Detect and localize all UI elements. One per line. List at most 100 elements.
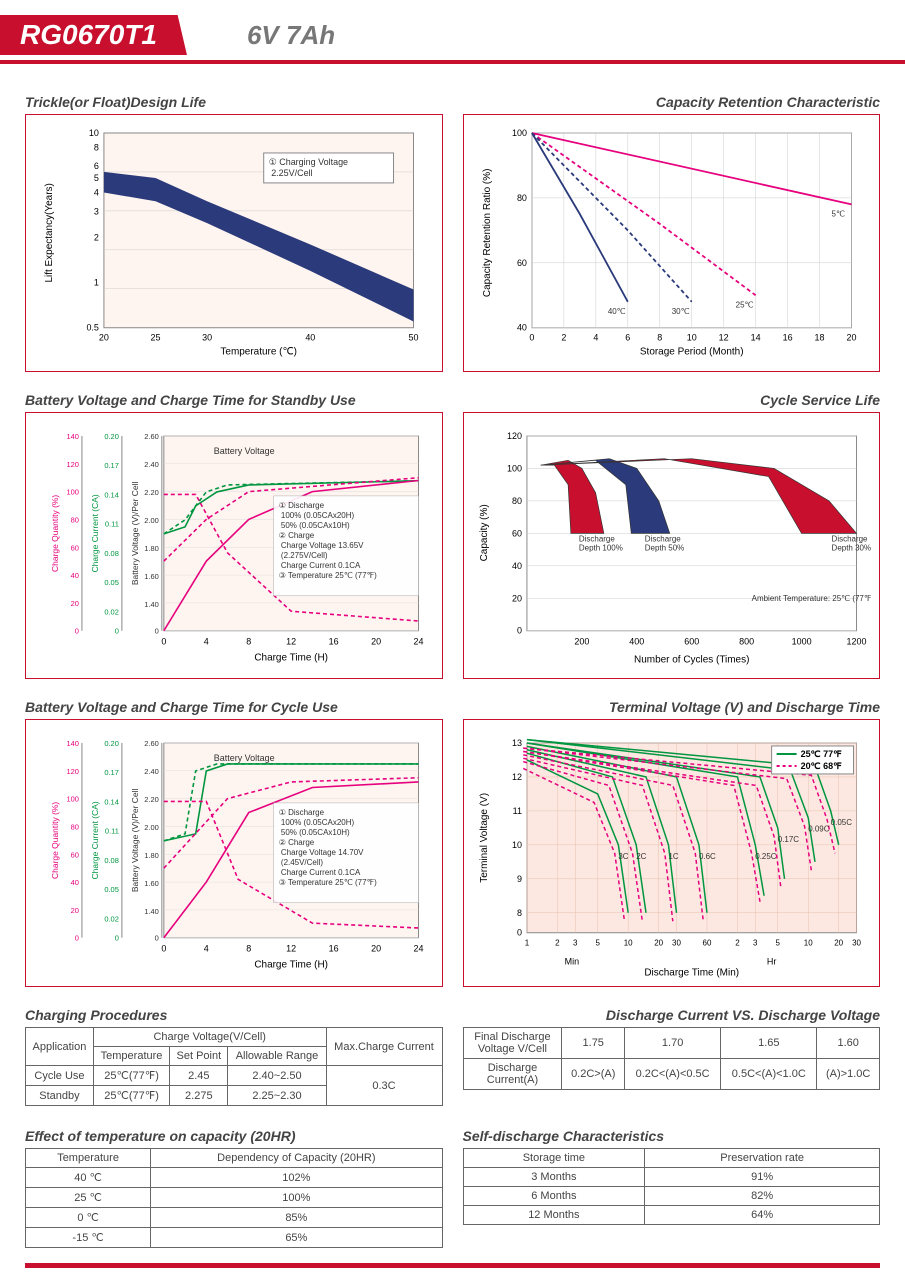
svg-text:2.60: 2.60 bbox=[144, 739, 159, 748]
terminal-section: Terminal Voltage (V) and Discharge Time … bbox=[463, 689, 881, 987]
svg-text:24: 24 bbox=[414, 636, 424, 646]
svg-text:11: 11 bbox=[512, 806, 521, 816]
svg-text:Charge Time (H): Charge Time (H) bbox=[254, 960, 328, 971]
svg-text:Terminal Voltage (V): Terminal Voltage (V) bbox=[478, 793, 489, 883]
svg-text:20: 20 bbox=[846, 333, 856, 343]
svg-text:6: 6 bbox=[94, 161, 99, 171]
svg-text:0: 0 bbox=[161, 636, 166, 646]
svg-text:Ambient Temperature: 25℃ (77℉): Ambient Temperature: 25℃ (77℉) bbox=[751, 593, 871, 602]
cyclelife-section: Cycle Service Life DischargeDepth 100%Di… bbox=[463, 382, 881, 680]
svg-text:3: 3 bbox=[753, 939, 758, 948]
svg-text:100: 100 bbox=[66, 487, 78, 496]
trickle-section: Trickle(or Float)Design Life ① Charging … bbox=[25, 84, 443, 372]
svg-text:5℃: 5℃ bbox=[831, 209, 844, 218]
tempcap-title: Effect of temperature on capacity (20HR) bbox=[25, 1128, 443, 1144]
svg-text:8: 8 bbox=[94, 142, 99, 152]
svg-text:4: 4 bbox=[204, 944, 209, 954]
svg-text:25℃ 77℉: 25℃ 77℉ bbox=[800, 749, 842, 759]
svg-text:140: 140 bbox=[66, 432, 78, 441]
svg-text:30: 30 bbox=[202, 333, 212, 343]
standby-title: Battery Voltage and Charge Time for Stan… bbox=[25, 392, 443, 408]
retention-title: Capacity Retention Characteristic bbox=[463, 94, 881, 110]
svg-text:30℃: 30℃ bbox=[671, 307, 689, 316]
svg-text:0.11: 0.11 bbox=[105, 827, 119, 836]
svg-text:18: 18 bbox=[814, 333, 824, 343]
svg-text:20: 20 bbox=[371, 636, 381, 646]
svg-text:10: 10 bbox=[623, 939, 632, 948]
svg-text:0: 0 bbox=[75, 934, 79, 943]
svg-text:Lift Expectancy(Years): Lift Expectancy(Years) bbox=[44, 183, 55, 282]
svg-text:40: 40 bbox=[71, 571, 79, 580]
svg-text:80: 80 bbox=[511, 496, 521, 506]
svg-text:20: 20 bbox=[99, 333, 109, 343]
svg-text:0: 0 bbox=[516, 625, 521, 635]
svg-text:4: 4 bbox=[94, 188, 99, 198]
svg-text:40: 40 bbox=[305, 333, 315, 343]
cyclelife-chart: DischargeDepth 100%DischargeDepth 50%Dis… bbox=[472, 421, 872, 671]
svg-text:25℃: 25℃ bbox=[735, 300, 753, 309]
svg-text:30: 30 bbox=[852, 939, 861, 948]
svg-text:Storage Period (Month): Storage Period (Month) bbox=[639, 347, 743, 358]
retention-chart: 5℃25℃30℃40℃ 406080100 02468101214161820 … bbox=[472, 123, 872, 363]
svg-text:3: 3 bbox=[94, 206, 99, 216]
svg-text:10: 10 bbox=[89, 128, 99, 138]
trickle-chart: ① Charging Voltage 2.25V/Cell 0.51234568… bbox=[34, 123, 434, 363]
svg-text:2.20: 2.20 bbox=[144, 795, 159, 804]
svg-text:0.05: 0.05 bbox=[104, 885, 119, 894]
svg-text:120: 120 bbox=[66, 767, 78, 776]
svg-text:Charge Quantity (%): Charge Quantity (%) bbox=[50, 802, 60, 879]
charging-section: Charging Procedures Application Charge V… bbox=[25, 997, 443, 1106]
svg-text:Charge Time (H): Charge Time (H) bbox=[254, 652, 328, 663]
svg-text:0.14: 0.14 bbox=[104, 798, 119, 807]
svg-text:4: 4 bbox=[204, 636, 209, 646]
header-underline bbox=[0, 60, 905, 64]
discharge-section: Discharge Current VS. Discharge Voltage … bbox=[463, 997, 881, 1106]
svg-text:1.60: 1.60 bbox=[144, 571, 159, 580]
rating: 6V 7Ah bbox=[247, 20, 335, 51]
svg-text:1.40: 1.40 bbox=[144, 907, 159, 916]
footer-bar bbox=[25, 1263, 880, 1268]
svg-text:30: 30 bbox=[672, 939, 681, 948]
svg-text:120: 120 bbox=[66, 459, 78, 468]
svg-text:1: 1 bbox=[524, 939, 529, 948]
svg-text:40: 40 bbox=[511, 561, 521, 571]
svg-text:60: 60 bbox=[511, 528, 521, 538]
svg-text:2.40: 2.40 bbox=[144, 767, 159, 776]
svg-text:2: 2 bbox=[555, 939, 560, 948]
svg-text:0: 0 bbox=[155, 934, 159, 943]
svg-text:0.05: 0.05 bbox=[104, 578, 119, 587]
svg-text:600: 600 bbox=[684, 636, 699, 646]
svg-text:Capacity (%): Capacity (%) bbox=[478, 504, 489, 561]
cycle-section: Battery Voltage and Charge Time for Cycl… bbox=[25, 689, 443, 987]
svg-text:140: 140 bbox=[66, 739, 78, 748]
svg-text:60: 60 bbox=[516, 258, 526, 268]
svg-text:0.09C: 0.09C bbox=[808, 825, 830, 834]
svg-text:0: 0 bbox=[115, 934, 119, 943]
svg-text:1.60: 1.60 bbox=[144, 879, 159, 888]
svg-text:16: 16 bbox=[329, 944, 339, 954]
svg-text:20: 20 bbox=[654, 939, 663, 948]
svg-text:5: 5 bbox=[775, 939, 780, 948]
cycle-chart: ① Discharge 100% (0.05CAx20H) 50% (0.05C… bbox=[34, 728, 434, 978]
svg-text:Battery Voltage: Battery Voltage bbox=[214, 753, 275, 763]
svg-text:0.25C: 0.25C bbox=[755, 852, 777, 861]
svg-text:3: 3 bbox=[573, 939, 578, 948]
svg-text:1.80: 1.80 bbox=[144, 851, 159, 860]
svg-text:0.02: 0.02 bbox=[104, 915, 119, 924]
svg-text:Charge Current (CA): Charge Current (CA) bbox=[90, 494, 100, 572]
svg-text:24: 24 bbox=[414, 944, 424, 954]
svg-text:60: 60 bbox=[71, 543, 79, 552]
svg-text:0: 0 bbox=[161, 944, 166, 954]
svg-text:4: 4 bbox=[593, 333, 598, 343]
svg-text:1200: 1200 bbox=[846, 636, 866, 646]
svg-text:100: 100 bbox=[506, 463, 521, 473]
svg-text:Number of Cycles (Times): Number of Cycles (Times) bbox=[634, 654, 749, 665]
svg-text:0.11: 0.11 bbox=[105, 519, 119, 528]
svg-text:0.17C: 0.17C bbox=[777, 835, 799, 844]
svg-text:0.5: 0.5 bbox=[86, 323, 98, 333]
svg-text:16: 16 bbox=[782, 333, 792, 343]
discharge-title: Discharge Current VS. Discharge Voltage bbox=[463, 1007, 881, 1023]
svg-text:1.80: 1.80 bbox=[144, 544, 159, 553]
svg-text:2: 2 bbox=[561, 333, 566, 343]
svg-text:0.20: 0.20 bbox=[104, 432, 119, 441]
